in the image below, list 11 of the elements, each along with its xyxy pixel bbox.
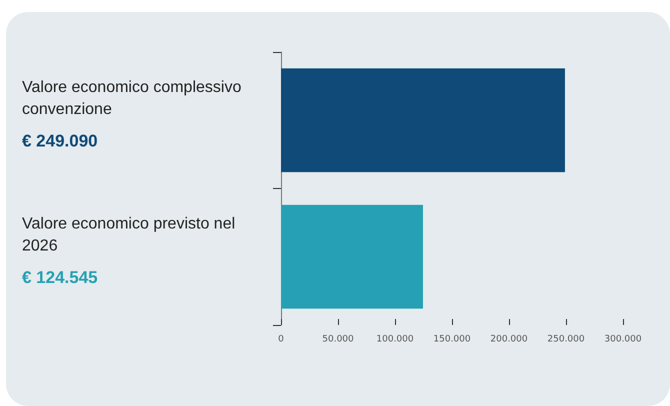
data-label: € 124.545 bbox=[22, 268, 98, 287]
x-tick-label: 300.000 bbox=[604, 334, 642, 344]
x-tick-label: 150.000 bbox=[433, 334, 471, 344]
x-tick-label: 100.000 bbox=[376, 334, 414, 344]
data-label: € 249.090 bbox=[22, 131, 98, 150]
x-tick-label: 0 bbox=[278, 334, 284, 344]
y-tick-label: Valore economico previsto nel 2026 bbox=[22, 215, 240, 254]
x-tick-label: 200.000 bbox=[490, 334, 528, 344]
x-tick-label: 50.000 bbox=[322, 334, 354, 344]
x-tick-label: 250.000 bbox=[547, 334, 585, 344]
y-tick-label: Valore economico complessivo convenzione bbox=[22, 78, 246, 118]
